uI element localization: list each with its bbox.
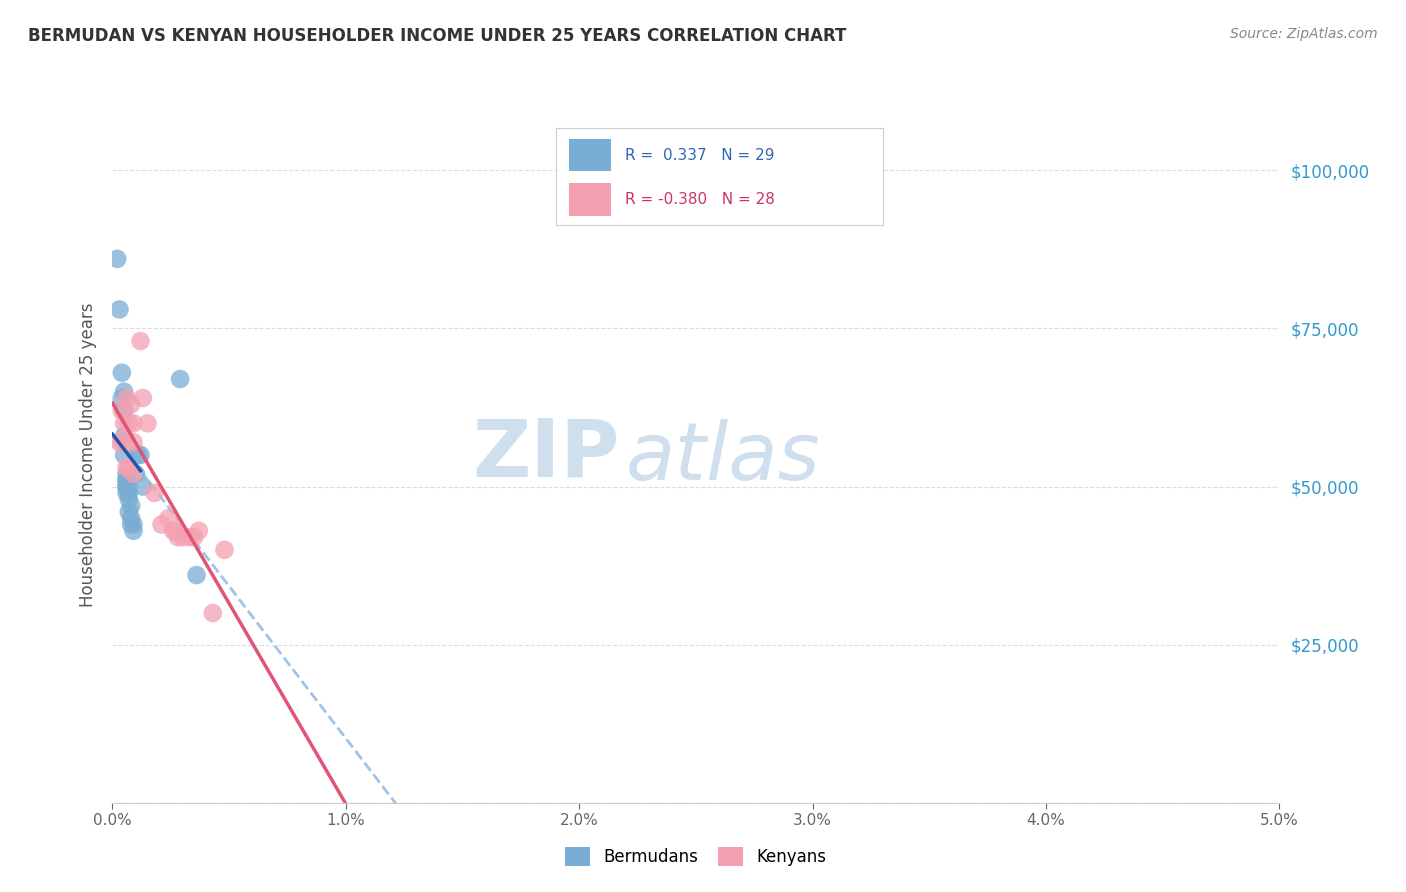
Point [115,467,138,481]
Point [169,372,191,386]
Point [115,486,138,500]
Text: ZIP: ZIP [472,416,620,494]
Point [118,505,141,519]
Point [111,391,134,405]
Point [108,302,131,317]
Point [136,417,159,431]
Point [157,511,180,525]
Point [122,467,145,481]
Point [132,479,155,493]
Point [115,473,138,487]
Point [120,511,142,525]
Text: atlas: atlas [626,419,821,498]
Point [115,473,138,487]
Point [115,435,138,450]
Text: BERMUDAN VS KENYAN HOUSEHOLDER INCOME UNDER 25 YEARS CORRELATION CHART: BERMUDAN VS KENYAN HOUSEHOLDER INCOME UN… [28,27,846,45]
Point [122,435,145,450]
Point [129,448,152,462]
Point [187,524,209,538]
Point [162,524,184,538]
Point [118,479,141,493]
Legend: Bermudans, Kenyans: Bermudans, Kenyans [557,838,835,874]
Point [112,429,135,443]
Point [115,391,138,405]
Point [120,499,142,513]
Point [118,492,141,507]
Point [112,403,135,417]
Point [111,403,134,417]
Point [127,448,149,462]
Point [129,334,152,348]
Point [115,460,138,475]
Point [122,417,145,431]
Point [108,435,131,450]
Point [214,542,236,557]
Point [120,397,142,411]
Point [122,524,145,538]
Point [143,486,166,500]
Point [115,479,138,493]
Point [111,435,134,450]
Point [166,530,188,544]
Point [120,517,142,532]
Point [132,391,155,405]
Point [115,479,138,493]
Point [105,252,128,266]
Point [118,417,141,431]
Y-axis label: Householder Income Under 25 years: Householder Income Under 25 years [79,302,97,607]
Point [165,524,187,538]
Point [111,366,134,380]
Point [118,460,141,475]
Point [112,384,135,399]
Point [179,530,201,544]
Point [125,467,148,481]
Point [112,448,135,462]
Point [172,530,194,544]
Point [186,568,208,582]
Point [150,517,173,532]
Point [118,486,141,500]
Point [201,606,224,620]
Point [183,530,205,544]
Point [112,417,135,431]
Text: Source: ZipAtlas.com: Source: ZipAtlas.com [1230,27,1378,41]
Point [122,517,145,532]
